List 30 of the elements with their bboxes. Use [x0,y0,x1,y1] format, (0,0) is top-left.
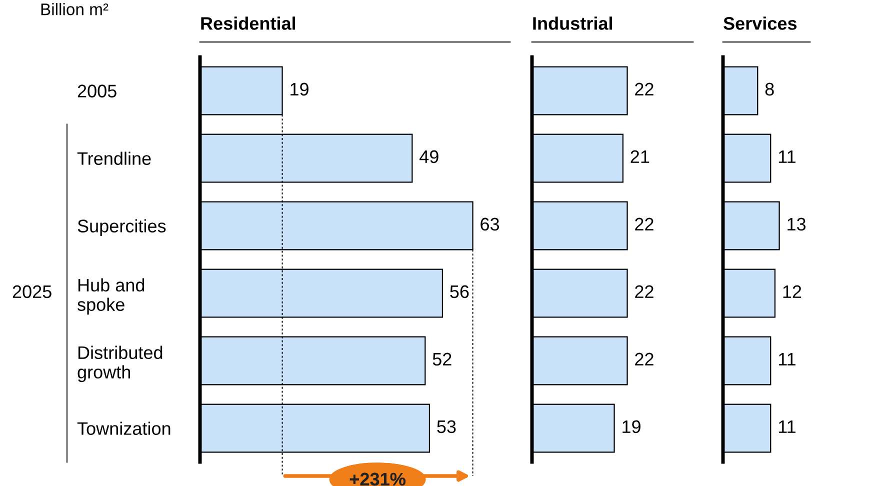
chart-title: Residential [201,16,296,30]
data-label: 53 [437,420,456,434]
y-tick-label: Hub and spoke [78,278,144,315]
data-label: 8 [765,82,774,96]
data-label: 21 [630,150,650,163]
chart-title: Services [724,16,797,30]
y-tick-label: 2005 [78,84,116,98]
data-label: 19 [622,420,640,434]
data-label: 22 [635,218,654,230]
data-label: 22 [635,82,654,96]
text: +231% [350,472,406,486]
data-label: 49 [420,150,438,164]
data-label: 56 [450,285,469,298]
data-label: 11 [778,150,796,163]
y-tick-label: Townization [77,422,170,435]
y-tick-label: Distributed growth [78,346,162,382]
text: 2025 [12,285,52,298]
chart-subtitle: Billion m² [41,3,108,16]
data-label: 13 [788,218,806,231]
data-label: 22 [635,285,654,298]
data-label: 22 [635,352,654,366]
data-label: 52 [432,352,452,366]
data-label: 12 [783,285,802,298]
chart-title: Industrial [533,16,612,30]
y-tick-label: Supercities [78,219,166,236]
data-label: 19 [290,82,308,96]
data-label: 11 [778,352,796,366]
y-tick-label: Trendline [77,152,151,165]
data-label: 11 [778,420,796,433]
data-label: 63 [480,218,500,231]
